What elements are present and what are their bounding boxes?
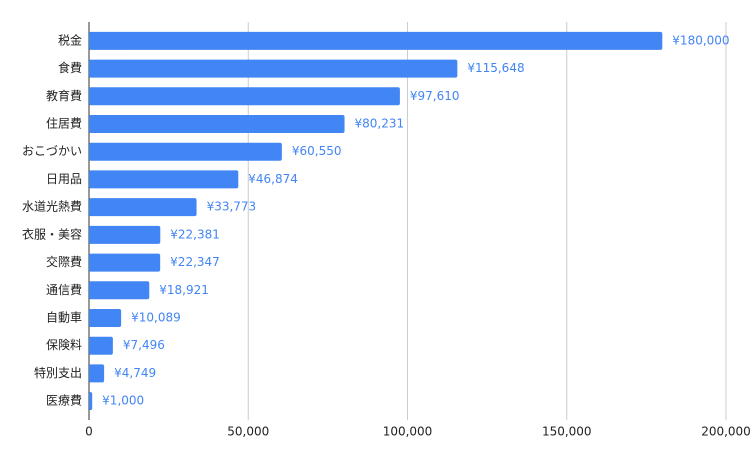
bar (89, 31, 663, 50)
y-tick-label: 教育費 (46, 88, 82, 103)
y-tick-label: 通信費 (46, 282, 82, 297)
y-tick-label: 日用品 (46, 172, 82, 186)
x-tick-label: 0 (85, 425, 93, 439)
bar (89, 392, 93, 411)
bar (89, 115, 345, 133)
value-label: ¥22,347 (170, 255, 220, 269)
value-label: ¥4,749 (114, 366, 156, 380)
y-tick-label: 医療費 (46, 393, 82, 408)
bar (89, 170, 239, 189)
x-tick-label: 150,000 (542, 425, 592, 439)
value-label: ¥10,089 (131, 311, 181, 325)
value-label: ¥1,000 (102, 394, 144, 408)
bar (89, 225, 161, 244)
bar (89, 309, 122, 327)
y-tick-label: 税金 (58, 32, 82, 47)
bar (89, 364, 105, 383)
y-tick-label: 交際費 (46, 254, 82, 269)
value-label: ¥46,874 (248, 172, 298, 186)
bar (89, 253, 161, 272)
y-tick-label: 特別支出 (34, 365, 82, 380)
x-tick-label: 100,000 (383, 425, 433, 439)
y-tick-label: 食費 (58, 60, 82, 75)
x-tick-label: 200,000 (701, 425, 750, 439)
value-label: ¥80,231 (355, 117, 405, 131)
y-tick-label: 衣服・美容 (22, 226, 82, 241)
value-label: ¥18,921 (159, 283, 209, 297)
x-tick-label: 50,000 (227, 425, 269, 439)
bar (89, 281, 150, 300)
bar (89, 336, 113, 355)
value-label: ¥22,381 (170, 227, 220, 241)
value-label: ¥33,773 (207, 200, 257, 214)
bar (89, 198, 197, 217)
value-label: ¥180,000 (672, 33, 729, 47)
value-label: ¥7,496 (123, 338, 165, 352)
y-tick-label: 住居費 (46, 116, 82, 131)
bar (89, 142, 282, 161)
value-label: ¥60,550 (292, 144, 342, 158)
bar (89, 59, 458, 78)
y-tick-label: 水道光熱費 (22, 199, 82, 214)
bar (89, 87, 400, 106)
value-label: ¥115,648 (467, 61, 524, 75)
value-label: ¥97,610 (410, 89, 460, 103)
y-tick-label: 自動車 (46, 311, 82, 325)
y-tick-label: 保険料 (46, 338, 82, 352)
y-tick-label: おこづかい (22, 144, 82, 158)
